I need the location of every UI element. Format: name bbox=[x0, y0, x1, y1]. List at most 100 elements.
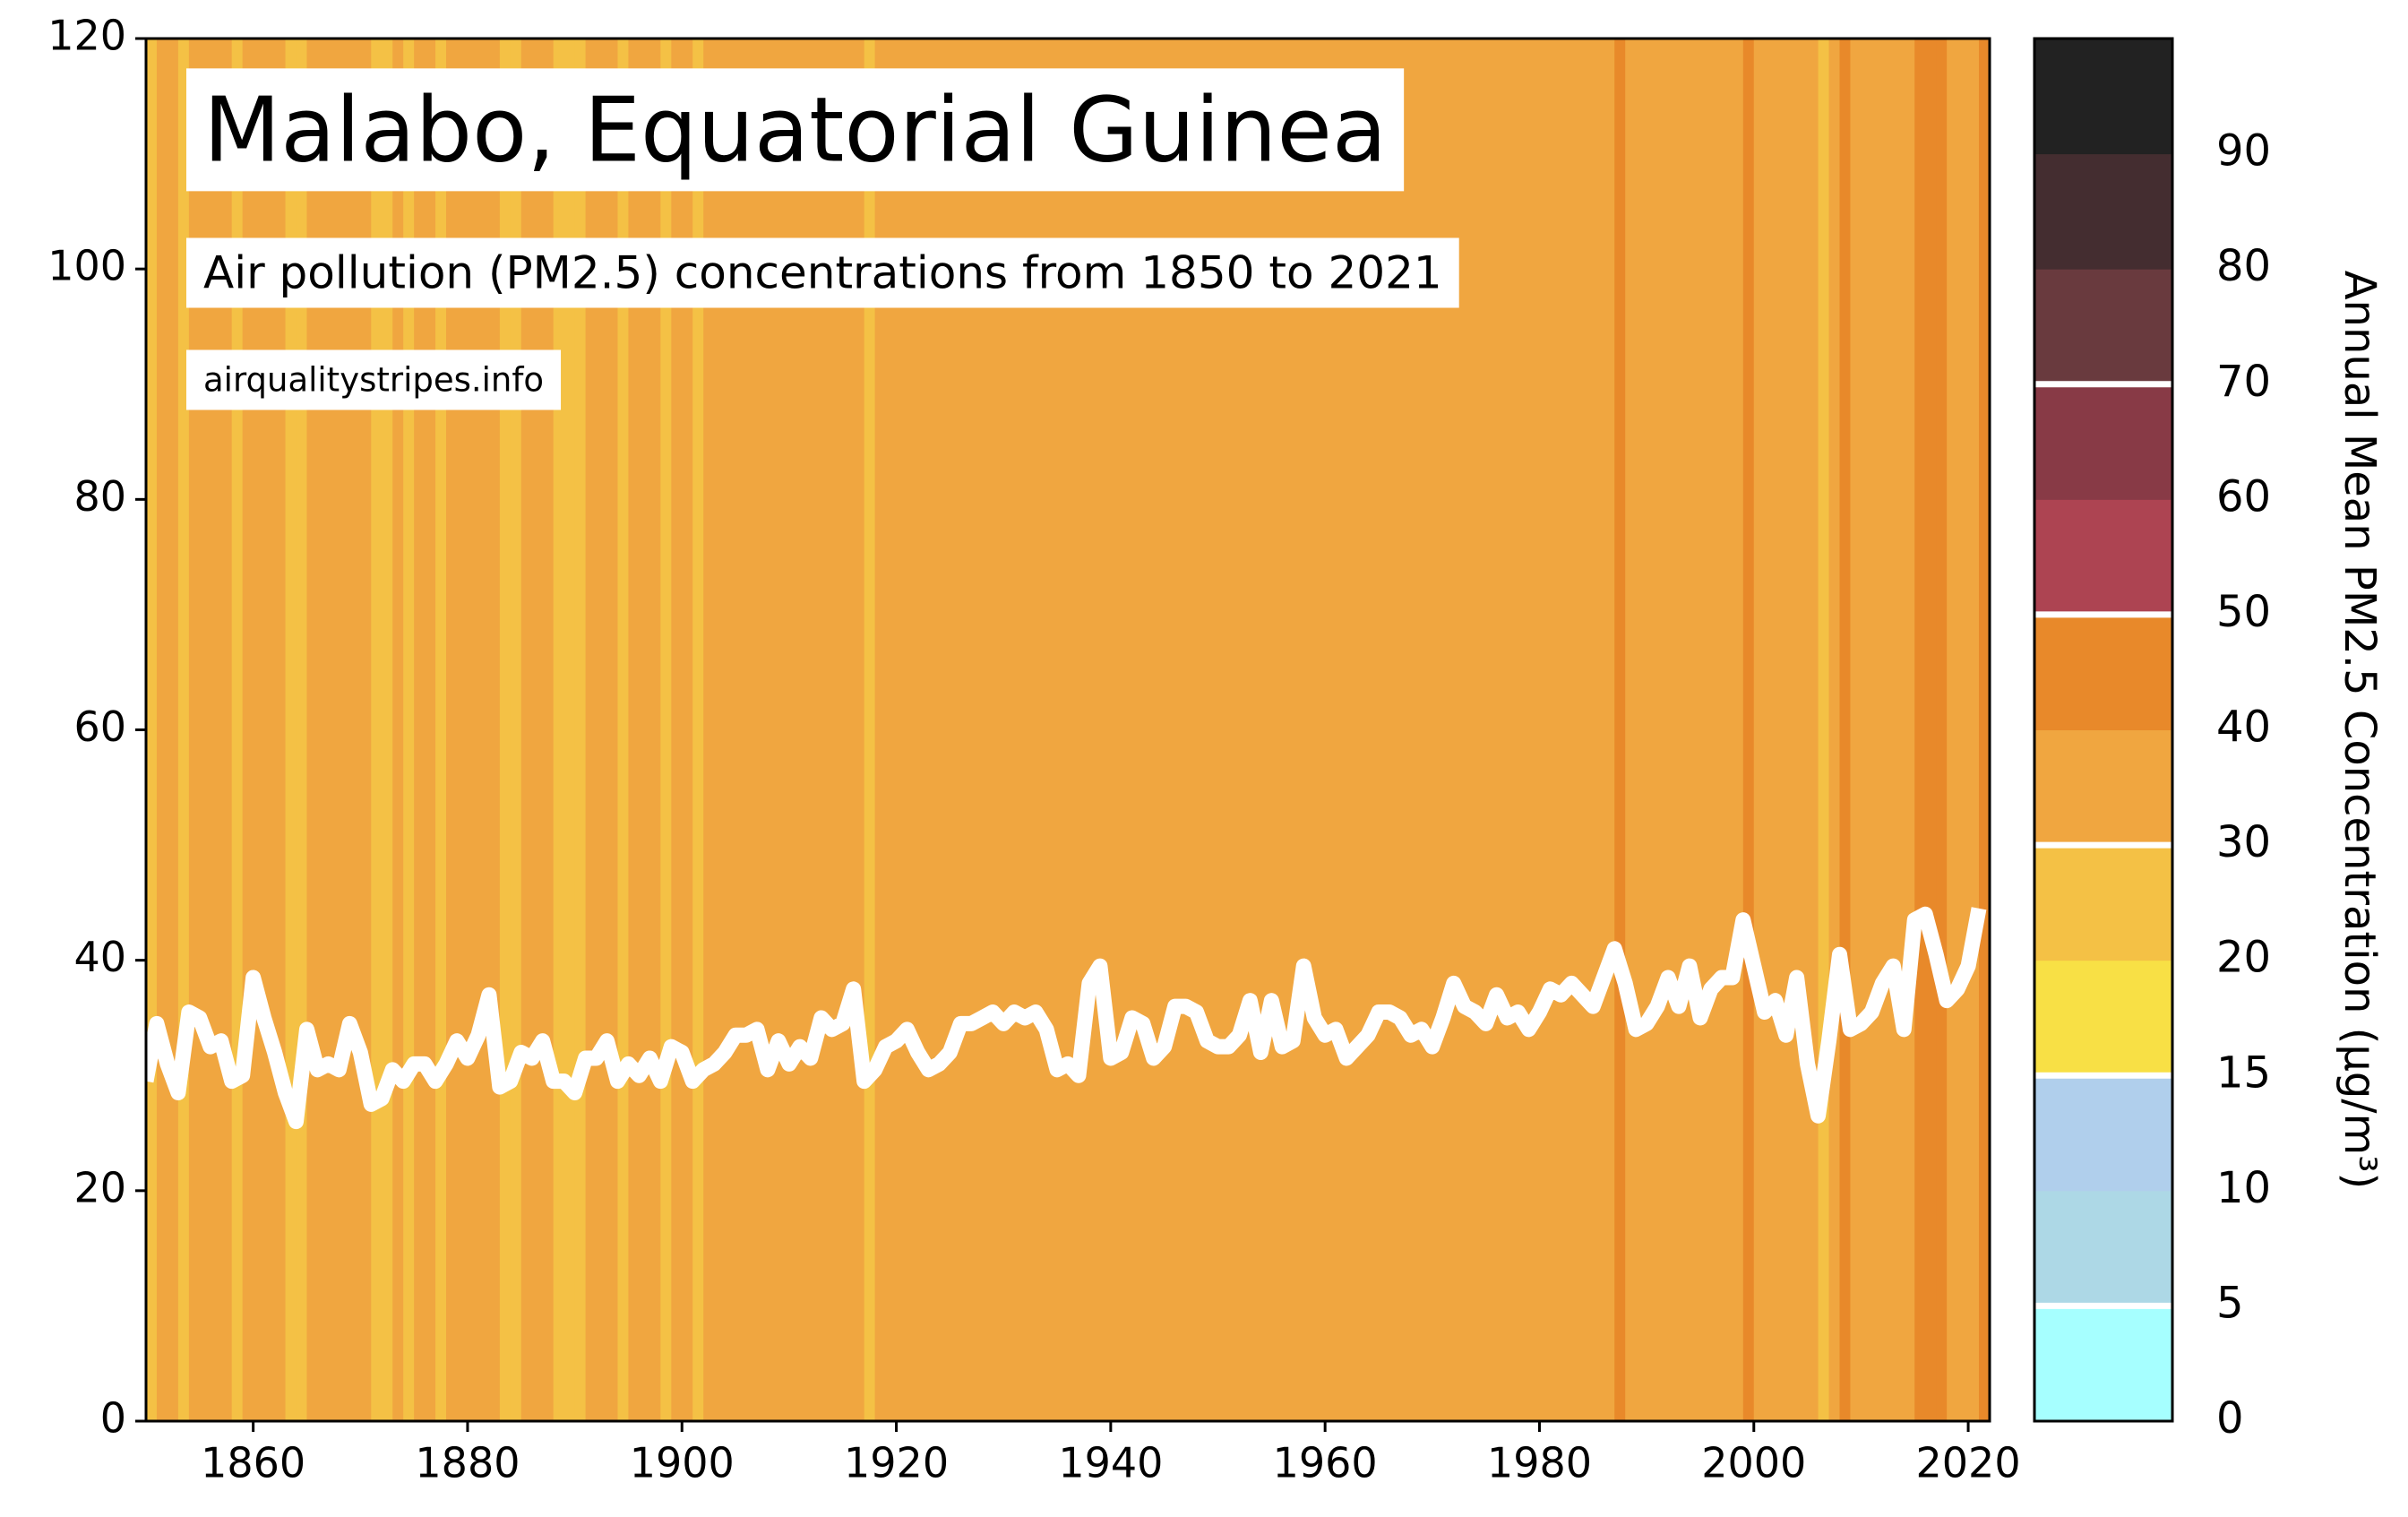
stripe bbox=[1893, 39, 1905, 1421]
colorbar-band bbox=[2034, 960, 2172, 1076]
colorbar-band bbox=[2034, 1306, 2172, 1422]
stripe bbox=[1314, 39, 1326, 1421]
colorbar-band bbox=[2034, 614, 2172, 730]
stripe bbox=[1796, 39, 1809, 1421]
stripe bbox=[1732, 39, 1744, 1421]
stripe bbox=[1764, 39, 1776, 1421]
stripe bbox=[1389, 39, 1401, 1421]
stripe bbox=[1979, 39, 1991, 1421]
stripe bbox=[1228, 39, 1241, 1421]
stripe bbox=[714, 39, 726, 1421]
stripe bbox=[1550, 39, 1561, 1421]
colorbar-tick-label: 10 bbox=[2216, 1163, 2271, 1213]
stripe bbox=[1025, 39, 1036, 1421]
source-box: airqualitystripes.info bbox=[186, 349, 562, 410]
colorbar-tick-label: 90 bbox=[2216, 126, 2271, 177]
colorbar-band bbox=[2034, 1075, 2172, 1192]
stripe bbox=[1689, 39, 1701, 1421]
stripe bbox=[1110, 39, 1122, 1421]
stripe bbox=[1647, 39, 1658, 1421]
colorbar-tick-label: 50 bbox=[2216, 587, 2271, 637]
stripe bbox=[1036, 39, 1047, 1421]
stripe bbox=[746, 39, 758, 1421]
chart-title: Malabo, Equatorial Guinea bbox=[203, 77, 1387, 182]
stripe bbox=[1957, 39, 1969, 1421]
stripe bbox=[971, 39, 983, 1421]
stripe bbox=[1464, 39, 1476, 1421]
stripe bbox=[831, 39, 844, 1421]
stripe bbox=[1839, 39, 1852, 1421]
stripe bbox=[1378, 39, 1390, 1421]
stripe bbox=[1217, 39, 1230, 1421]
stripe bbox=[1196, 39, 1208, 1421]
stripe bbox=[1207, 39, 1219, 1421]
stripe bbox=[1099, 39, 1112, 1421]
stripe bbox=[939, 39, 950, 1421]
colorbar-tick-label: 5 bbox=[2216, 1278, 2244, 1328]
stripe bbox=[1282, 39, 1294, 1421]
stripe bbox=[885, 39, 898, 1421]
pm25-line bbox=[138, 906, 1987, 1130]
stripe bbox=[1432, 39, 1444, 1421]
x-tick-label: 1940 bbox=[1058, 1439, 1163, 1487]
y-tick-label: 60 bbox=[73, 702, 126, 751]
stripe bbox=[1185, 39, 1198, 1421]
stripe bbox=[735, 39, 747, 1421]
stripe bbox=[1904, 39, 1915, 1421]
chart-title-background bbox=[186, 68, 1405, 192]
stripe bbox=[1346, 39, 1358, 1421]
stripe bbox=[1496, 39, 1509, 1421]
stripe bbox=[1807, 39, 1819, 1421]
colorbar-tick-label: 60 bbox=[2216, 471, 2271, 521]
stripe bbox=[1121, 39, 1133, 1421]
stripe bbox=[1518, 39, 1530, 1421]
y-tick-label: 100 bbox=[47, 242, 126, 290]
source-background bbox=[186, 349, 562, 410]
stripe bbox=[799, 39, 812, 1421]
colorbar-tick-label: 40 bbox=[2216, 702, 2271, 753]
y-tick-label: 80 bbox=[73, 472, 126, 521]
colorbar-band bbox=[2034, 499, 2172, 616]
stripe bbox=[1968, 39, 1980, 1421]
stripe bbox=[1818, 39, 1830, 1421]
stripe bbox=[1925, 39, 1937, 1421]
stripe bbox=[596, 39, 608, 1421]
colorbar-band bbox=[2034, 1190, 2172, 1306]
colorbar-tick-label: 70 bbox=[2216, 357, 2271, 407]
stripe bbox=[156, 39, 168, 1421]
stripe bbox=[1325, 39, 1337, 1421]
stripe bbox=[960, 39, 972, 1421]
stripe bbox=[1368, 39, 1380, 1421]
stripe bbox=[950, 39, 961, 1421]
stripe bbox=[1679, 39, 1690, 1421]
stripe bbox=[585, 39, 598, 1421]
stripe bbox=[1699, 39, 1712, 1421]
stripe bbox=[982, 39, 993, 1421]
y-tick-label: 120 bbox=[47, 12, 126, 60]
colorbar-band bbox=[2034, 729, 2172, 846]
stripe bbox=[1721, 39, 1733, 1421]
stripe bbox=[778, 39, 790, 1421]
stripe bbox=[896, 39, 908, 1421]
chart-subtitle-background bbox=[186, 237, 1459, 308]
colorbar-tick-label: 15 bbox=[2216, 1047, 2271, 1098]
stripe bbox=[1850, 39, 1862, 1421]
stripe bbox=[1947, 39, 1958, 1421]
colorbar-band bbox=[2034, 384, 2172, 500]
y-tick-label: 0 bbox=[100, 1394, 126, 1443]
stripe bbox=[1561, 39, 1572, 1421]
stripe bbox=[1914, 39, 1926, 1421]
stripe bbox=[1399, 39, 1412, 1421]
stripe bbox=[1604, 39, 1615, 1421]
colorbar-band bbox=[2034, 269, 2172, 385]
x-tick-label: 2000 bbox=[1701, 1439, 1806, 1487]
stripe bbox=[1250, 39, 1261, 1421]
stripe bbox=[1003, 39, 1015, 1421]
stripe bbox=[1625, 39, 1637, 1421]
y-tick-label: 40 bbox=[73, 933, 126, 981]
x-tick-label: 1980 bbox=[1487, 1439, 1592, 1487]
stripe bbox=[810, 39, 822, 1421]
stripe bbox=[1336, 39, 1347, 1421]
x-tick-label: 1920 bbox=[844, 1439, 949, 1487]
